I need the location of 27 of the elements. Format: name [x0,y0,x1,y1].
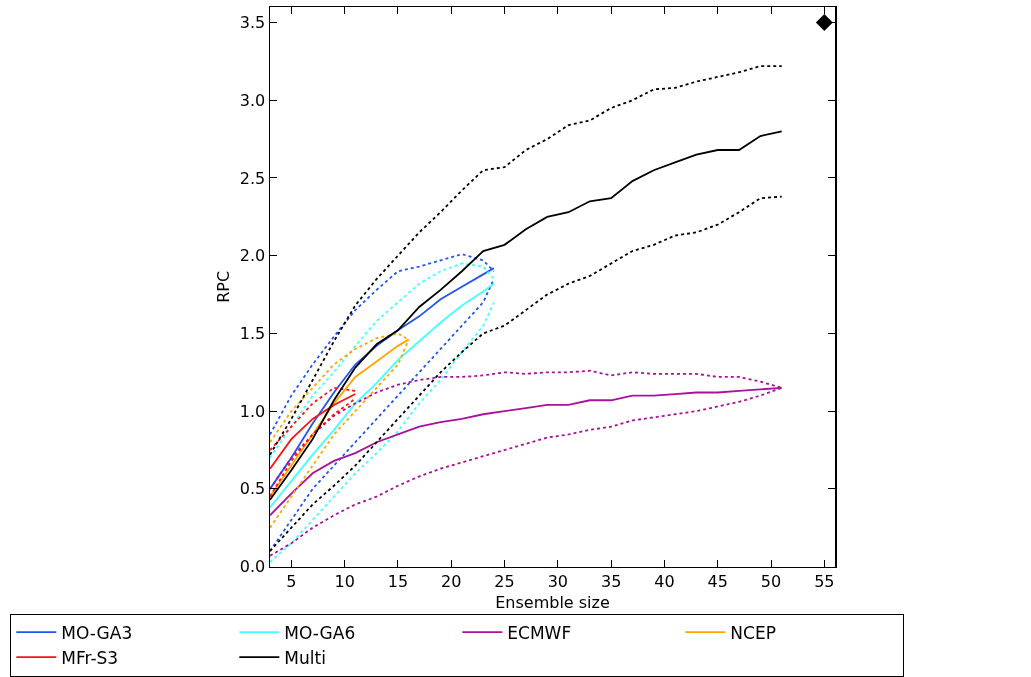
y-tick-label: 1.5 [239,324,266,344]
x-tick-label: 5 [286,572,297,592]
x-tick-label: 35 [600,572,622,592]
y-tick-label: 3.0 [239,90,266,110]
legend-label: MO-GA3 [61,622,133,643]
x-tick-label: 20 [441,572,462,592]
legend-label: NCEP [730,622,776,643]
y-tick-label: 3.5 [239,13,266,33]
x-tick-label: 10 [334,572,355,592]
y-axis-title: RPC [214,270,233,303]
x-axis-title: Ensemble size [495,592,610,612]
legend-label: MFr-S3 [61,647,119,668]
x-tick-label: 15 [387,572,409,592]
x-tick-label: 40 [654,572,675,592]
x-tick-label: 55 [814,572,835,592]
x-tick-label: 25 [494,572,515,592]
x-tick-label: 50 [760,572,782,592]
y-tick-label: 2.0 [239,246,266,266]
legend-label: ECMWF [507,622,572,643]
x-tick-label: 30 [547,572,569,592]
y-tick-label: 2.5 [239,168,266,188]
legend-label: Multi [284,647,326,668]
legend-label: MO-GA6 [284,622,356,643]
y-tick-label: 0.0 [239,557,266,577]
x-tick-label: 45 [707,572,728,592]
y-tick-label: 0.5 [239,479,266,499]
y-tick-label: 1.0 [239,401,266,421]
